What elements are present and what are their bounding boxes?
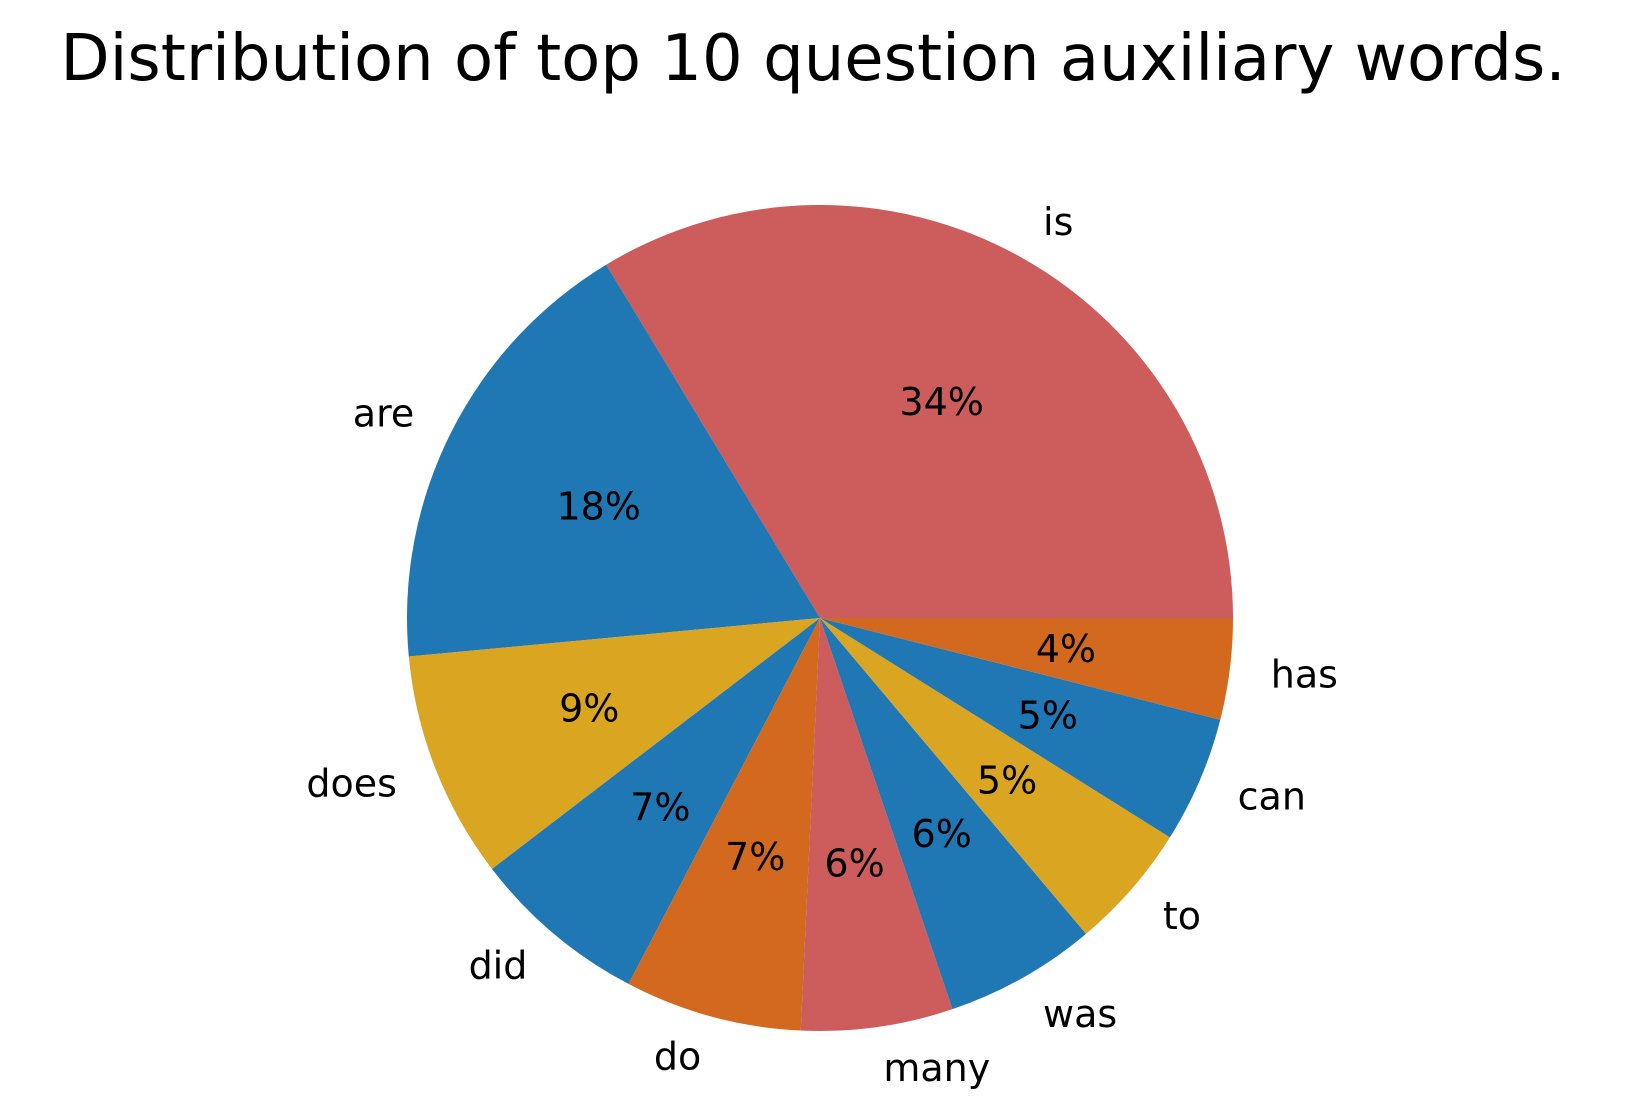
slice-percent-did: 7%	[630, 786, 690, 830]
slice-label-is: is	[1043, 200, 1073, 244]
slice-label-has: has	[1271, 652, 1338, 696]
slice-percent-has: 4%	[1036, 627, 1096, 671]
pie-slice-are	[406, 264, 820, 657]
pie-slice-was	[820, 618, 1087, 1010]
slice-label-many: many	[883, 1046, 990, 1090]
slice-percent-to: 5%	[977, 759, 1037, 803]
pie-slice-do	[628, 618, 820, 1031]
slice-label-was: was	[1043, 992, 1117, 1036]
slice-percent-are: 18%	[556, 485, 640, 529]
slice-label-did: did	[469, 944, 528, 988]
slice-label-are: are	[353, 392, 414, 436]
pie-slice-can	[820, 618, 1221, 838]
pie-slice-many	[800, 618, 953, 1031]
slice-percent-does: 9%	[559, 686, 619, 730]
pie-labels: is 34% are 18% does 9% did 7% do 7% many 6% was 6% to 5…	[306, 200, 1338, 1090]
slice-percent-do: 7%	[725, 835, 785, 879]
pie-slice-is	[606, 205, 1233, 618]
slice-label-does: does	[306, 762, 397, 806]
slice-percent-was: 6%	[912, 812, 972, 856]
pie-slices	[406, 205, 1233, 1031]
slice-percent-can: 5%	[1018, 693, 1078, 737]
pie-slice-did	[492, 618, 820, 984]
chart-title: Distribution of top 10 question auxiliar…	[60, 22, 1565, 96]
slice-label-to: to	[1163, 894, 1201, 938]
pie-slice-has	[820, 618, 1233, 720]
pie-slice-does	[408, 618, 820, 869]
pie-slice-to	[820, 618, 1170, 934]
slice-label-do: do	[654, 1035, 701, 1079]
slice-percent-many: 6%	[824, 841, 884, 885]
slice-percent-is: 34%	[899, 380, 983, 424]
slice-label-can: can	[1238, 775, 1306, 819]
